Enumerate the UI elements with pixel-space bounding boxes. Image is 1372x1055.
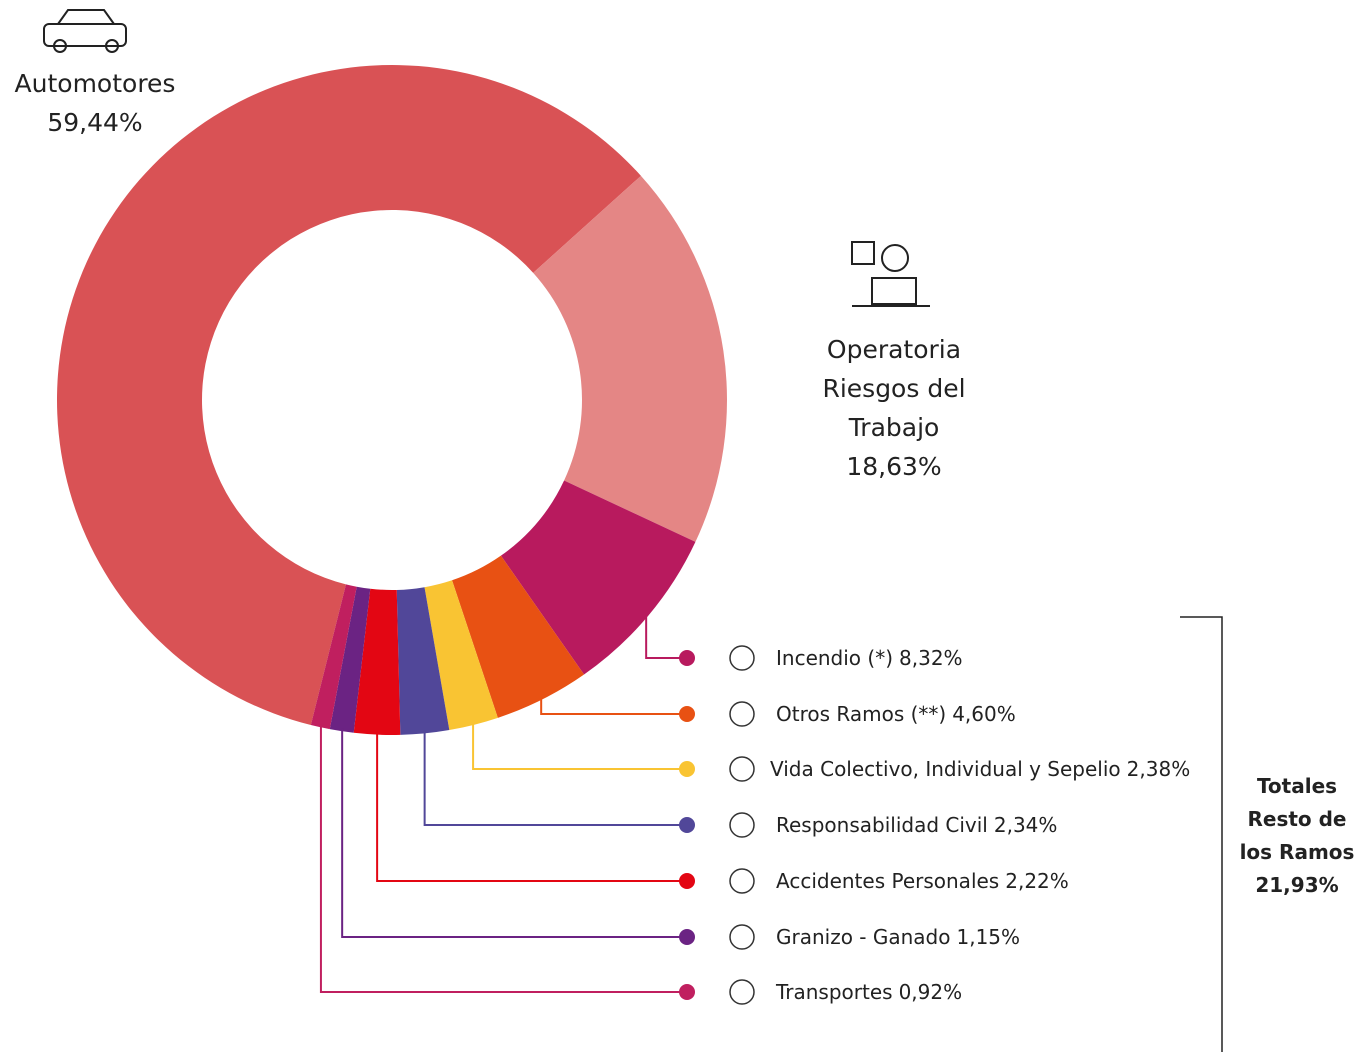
leader-dot <box>679 873 695 889</box>
leader-dot <box>679 650 695 666</box>
legend-item: Responsabilidad Civil 2,34% <box>776 811 1057 839</box>
legend-item: Granizo - Ganado 1,15% <box>776 923 1020 951</box>
legend-item: Transportes 0,92% <box>776 978 962 1006</box>
donut-segment <box>533 175 727 542</box>
category-label: Automotores 59,44% <box>0 64 190 142</box>
item-icon <box>729 979 755 1005</box>
donut-segment <box>500 480 696 675</box>
item-value: 1,15% <box>956 925 1021 949</box>
legend-item: Incendio (*) 8,32% <box>776 644 963 672</box>
donut-segment <box>310 584 357 730</box>
label-name: Operatoria Riesgos del Trabajo <box>822 335 966 442</box>
item-label: Granizo - Ganado <box>776 925 951 949</box>
label-value: 18,63% <box>846 452 942 481</box>
leader-dot <box>679 929 695 945</box>
label-name: Automotores <box>14 69 176 98</box>
item-label: Otros Ramos (**) <box>776 702 947 726</box>
item-icon <box>729 701 755 727</box>
legend-item: Vida Colectivo, Individual y Sepelio 2,38… <box>770 755 1190 783</box>
item-value: 2,38% <box>1126 757 1191 781</box>
donut-segment <box>396 587 450 735</box>
leader-line <box>319 724 687 993</box>
label-value: 59,44% <box>47 108 143 137</box>
item-label: Incendio (*) <box>776 646 894 670</box>
item-label: Vida Colectivo, Individual y Sepelio <box>770 757 1121 781</box>
donut-segment <box>56 64 641 726</box>
car-icon <box>43 9 127 53</box>
total-label: Totales Resto de los Ramos <box>1239 774 1355 864</box>
leader-line <box>423 730 687 826</box>
item-icon <box>729 868 755 894</box>
donut-segment <box>329 586 371 733</box>
item-label: Transportes <box>776 980 893 1004</box>
item-label: Responsabilidad Civil <box>776 813 988 837</box>
bracket <box>1180 616 1223 1052</box>
legend-item: Accidentes Personales 2,22% <box>776 867 1069 895</box>
donut-segment <box>424 580 498 731</box>
item-value: 4,60% <box>952 702 1016 726</box>
donut-segment <box>452 555 585 718</box>
item-label: Accidentes Personales <box>776 869 1000 893</box>
item-value: 2,34% <box>993 813 1058 837</box>
leader-dot <box>679 984 695 1000</box>
item-icon <box>729 812 755 838</box>
donut-segment <box>353 588 401 735</box>
item-icon <box>729 924 755 950</box>
item-value: 8,32% <box>899 646 963 670</box>
leader-line <box>472 721 687 770</box>
leader-line <box>645 613 687 659</box>
leader-dot <box>679 817 695 833</box>
legend-item: Otros Ramos (**) 4,60% <box>776 700 1016 728</box>
leader-dot <box>679 761 695 777</box>
leader-dot <box>679 706 695 722</box>
worker-icon <box>851 241 930 307</box>
total-value: 21,93% <box>1255 873 1339 897</box>
leader-line <box>540 696 687 715</box>
category-label: Operatoria Riesgos del Trabajo 18,63% <box>808 330 980 486</box>
item-icon <box>729 645 755 671</box>
leader-line <box>341 728 687 938</box>
item-value: 0,92% <box>898 980 963 1004</box>
total-box: Totales Resto de los Ramos 21,93% <box>1232 770 1362 902</box>
item-icon <box>729 756 755 782</box>
leader-line <box>376 731 687 882</box>
item-value: 2,22% <box>1005 869 1069 893</box>
